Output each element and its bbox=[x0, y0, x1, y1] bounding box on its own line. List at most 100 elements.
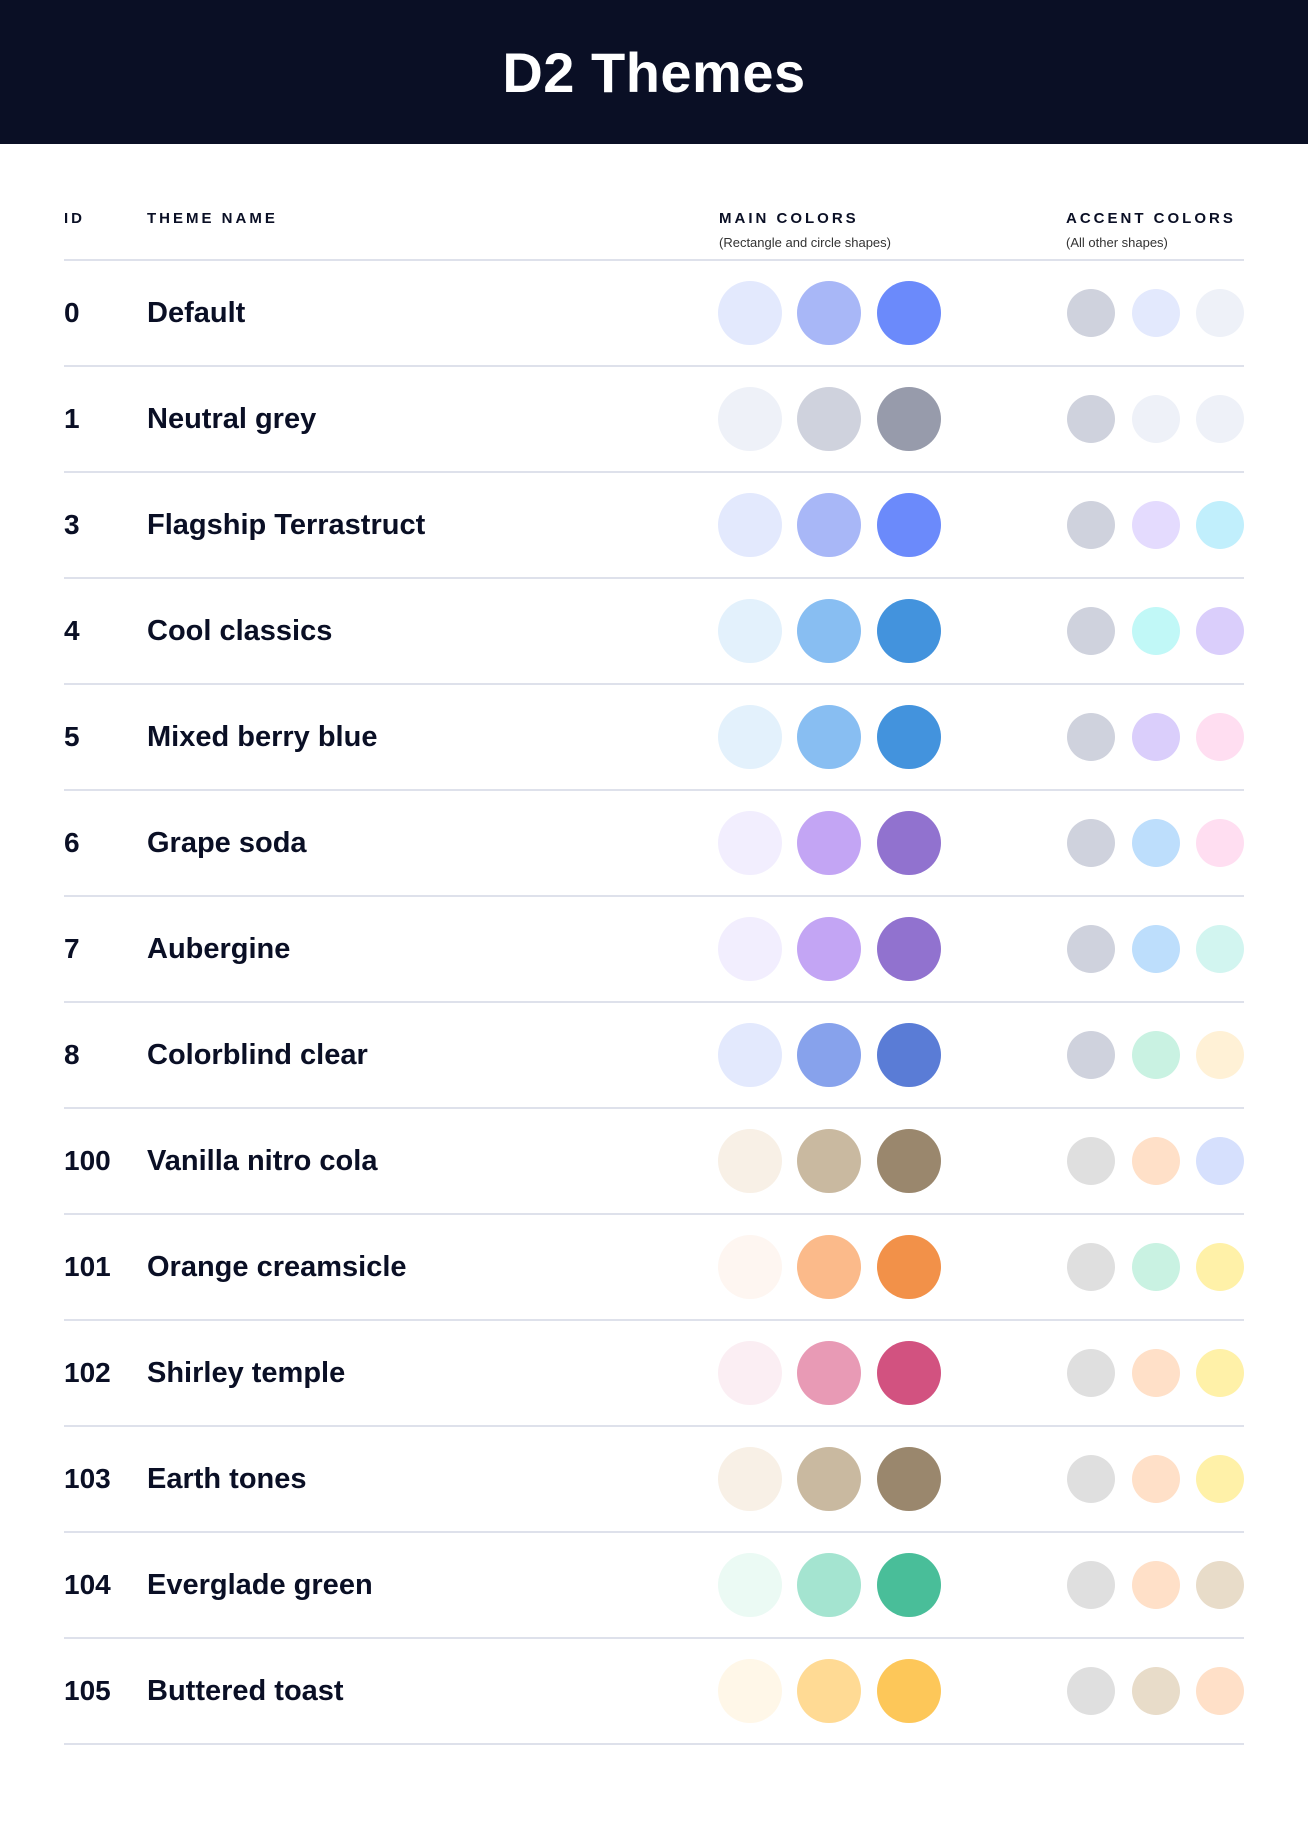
theme-id: 100 bbox=[64, 1145, 111, 1176]
accent-color-swatch bbox=[1067, 819, 1115, 867]
header-main-colors: MAIN COLORS bbox=[719, 210, 859, 227]
table-header: ID THEME NAME MAIN COLORS (Rectangle and… bbox=[64, 210, 1244, 261]
theme-name: Flagship Terrastruct bbox=[147, 509, 426, 541]
header-id: ID bbox=[64, 210, 85, 227]
accent-color-swatch bbox=[1196, 1349, 1244, 1397]
theme-name: Everglade green bbox=[147, 1569, 373, 1601]
accent-color-swatch bbox=[1132, 713, 1180, 761]
table-row: 103 Earth tones bbox=[64, 1427, 1244, 1533]
main-color-swatch bbox=[718, 705, 782, 769]
main-color-swatch bbox=[718, 811, 782, 875]
theme-id: 104 bbox=[64, 1569, 111, 1600]
header-main-colors-sub: (Rectangle and circle shapes) bbox=[719, 235, 891, 250]
main-color-swatch bbox=[797, 1235, 861, 1299]
theme-id: 8 bbox=[64, 1039, 80, 1070]
accent-color-swatch bbox=[1067, 713, 1115, 761]
main-color-swatch bbox=[718, 599, 782, 663]
main-color-swatch bbox=[877, 1659, 941, 1723]
table-row: 102 Shirley temple bbox=[64, 1321, 1244, 1427]
main-color-swatch bbox=[797, 917, 861, 981]
main-color-swatch bbox=[877, 1553, 941, 1617]
main-color-swatch bbox=[877, 1023, 941, 1087]
theme-id: 0 bbox=[64, 297, 80, 328]
accent-color-swatch bbox=[1132, 925, 1180, 973]
accent-color-swatch bbox=[1196, 501, 1244, 549]
accent-color-swatch bbox=[1067, 607, 1115, 655]
accent-color-swatch bbox=[1067, 289, 1115, 337]
table-row: 100 Vanilla nitro cola bbox=[64, 1109, 1244, 1215]
main-color-swatch bbox=[797, 599, 861, 663]
main-color-swatch bbox=[797, 1023, 861, 1087]
accent-color-swatch bbox=[1196, 1243, 1244, 1291]
theme-id: 1 bbox=[64, 403, 80, 434]
theme-name: Grape soda bbox=[147, 827, 307, 859]
theme-id: 3 bbox=[64, 509, 80, 540]
header-accent-colors-sub: (All other shapes) bbox=[1066, 235, 1168, 250]
accent-color-swatch bbox=[1132, 819, 1180, 867]
theme-id: 4 bbox=[64, 615, 80, 646]
table-row: 101 Orange creamsicle bbox=[64, 1215, 1244, 1321]
main-color-swatch bbox=[877, 599, 941, 663]
header-theme-name: THEME NAME bbox=[147, 210, 278, 227]
accent-color-swatch bbox=[1132, 1561, 1180, 1609]
main-color-swatch bbox=[877, 387, 941, 451]
accent-color-swatch bbox=[1196, 395, 1244, 443]
page-title: D2 Themes bbox=[502, 40, 806, 104]
main-color-swatch bbox=[797, 1447, 861, 1511]
main-color-swatch bbox=[797, 811, 861, 875]
table-row: 1 Neutral grey bbox=[64, 367, 1244, 473]
table-row: 0 Default bbox=[64, 261, 1244, 367]
theme-name: Aubergine bbox=[147, 933, 291, 965]
theme-id: 102 bbox=[64, 1357, 111, 1388]
header-accent-colors: ACCENT COLORS bbox=[1066, 210, 1236, 227]
theme-name: Orange creamsicle bbox=[147, 1251, 407, 1283]
main-color-swatch bbox=[877, 493, 941, 557]
accent-color-swatch bbox=[1132, 1349, 1180, 1397]
main-color-swatch bbox=[877, 1235, 941, 1299]
theme-name: Mixed berry blue bbox=[147, 721, 378, 753]
main-color-swatch bbox=[877, 917, 941, 981]
main-color-swatch bbox=[797, 1341, 861, 1405]
main-color-swatch bbox=[797, 1553, 861, 1617]
accent-color-swatch bbox=[1196, 289, 1244, 337]
table-row: 105 Buttered toast bbox=[64, 1639, 1244, 1745]
main-color-swatch bbox=[797, 1129, 861, 1193]
accent-color-swatch bbox=[1067, 395, 1115, 443]
theme-name: Shirley temple bbox=[147, 1357, 346, 1389]
theme-id: 5 bbox=[64, 721, 80, 752]
accent-color-swatch bbox=[1067, 1031, 1115, 1079]
main-color-swatch bbox=[877, 1129, 941, 1193]
themes-table: ID THEME NAME MAIN COLORS (Rectangle and… bbox=[64, 210, 1244, 1745]
accent-color-swatch bbox=[1132, 289, 1180, 337]
table-row: 3 Flagship Terrastruct bbox=[64, 473, 1244, 579]
accent-color-swatch bbox=[1196, 925, 1244, 973]
accent-color-swatch bbox=[1067, 1243, 1115, 1291]
accent-color-swatch bbox=[1067, 1349, 1115, 1397]
table-row: 4 Cool classics bbox=[64, 579, 1244, 685]
theme-name: Colorblind clear bbox=[147, 1039, 368, 1071]
accent-color-swatch bbox=[1132, 1031, 1180, 1079]
theme-id: 101 bbox=[64, 1251, 111, 1282]
accent-color-swatch bbox=[1132, 1137, 1180, 1185]
accent-color-swatch bbox=[1067, 1455, 1115, 1503]
accent-color-swatch bbox=[1132, 607, 1180, 655]
main-color-swatch bbox=[877, 705, 941, 769]
accent-color-swatch bbox=[1196, 607, 1244, 655]
accent-color-swatch bbox=[1196, 1667, 1244, 1715]
header: D2 Themes bbox=[0, 0, 1308, 144]
main-color-swatch bbox=[718, 1341, 782, 1405]
main-color-swatch bbox=[877, 281, 941, 345]
accent-color-swatch bbox=[1196, 713, 1244, 761]
accent-color-swatch bbox=[1067, 501, 1115, 549]
theme-name: Buttered toast bbox=[147, 1675, 344, 1707]
table-row: 5 Mixed berry blue bbox=[64, 685, 1244, 791]
main-color-swatch bbox=[718, 493, 782, 557]
main-color-swatch bbox=[877, 1447, 941, 1511]
main-color-swatch bbox=[797, 387, 861, 451]
accent-color-swatch bbox=[1196, 1137, 1244, 1185]
main-color-swatch bbox=[877, 1341, 941, 1405]
accent-color-swatch bbox=[1132, 395, 1180, 443]
table-row: 8 Colorblind clear bbox=[64, 1003, 1244, 1109]
accent-color-swatch bbox=[1132, 501, 1180, 549]
theme-name: Vanilla nitro cola bbox=[147, 1145, 378, 1177]
